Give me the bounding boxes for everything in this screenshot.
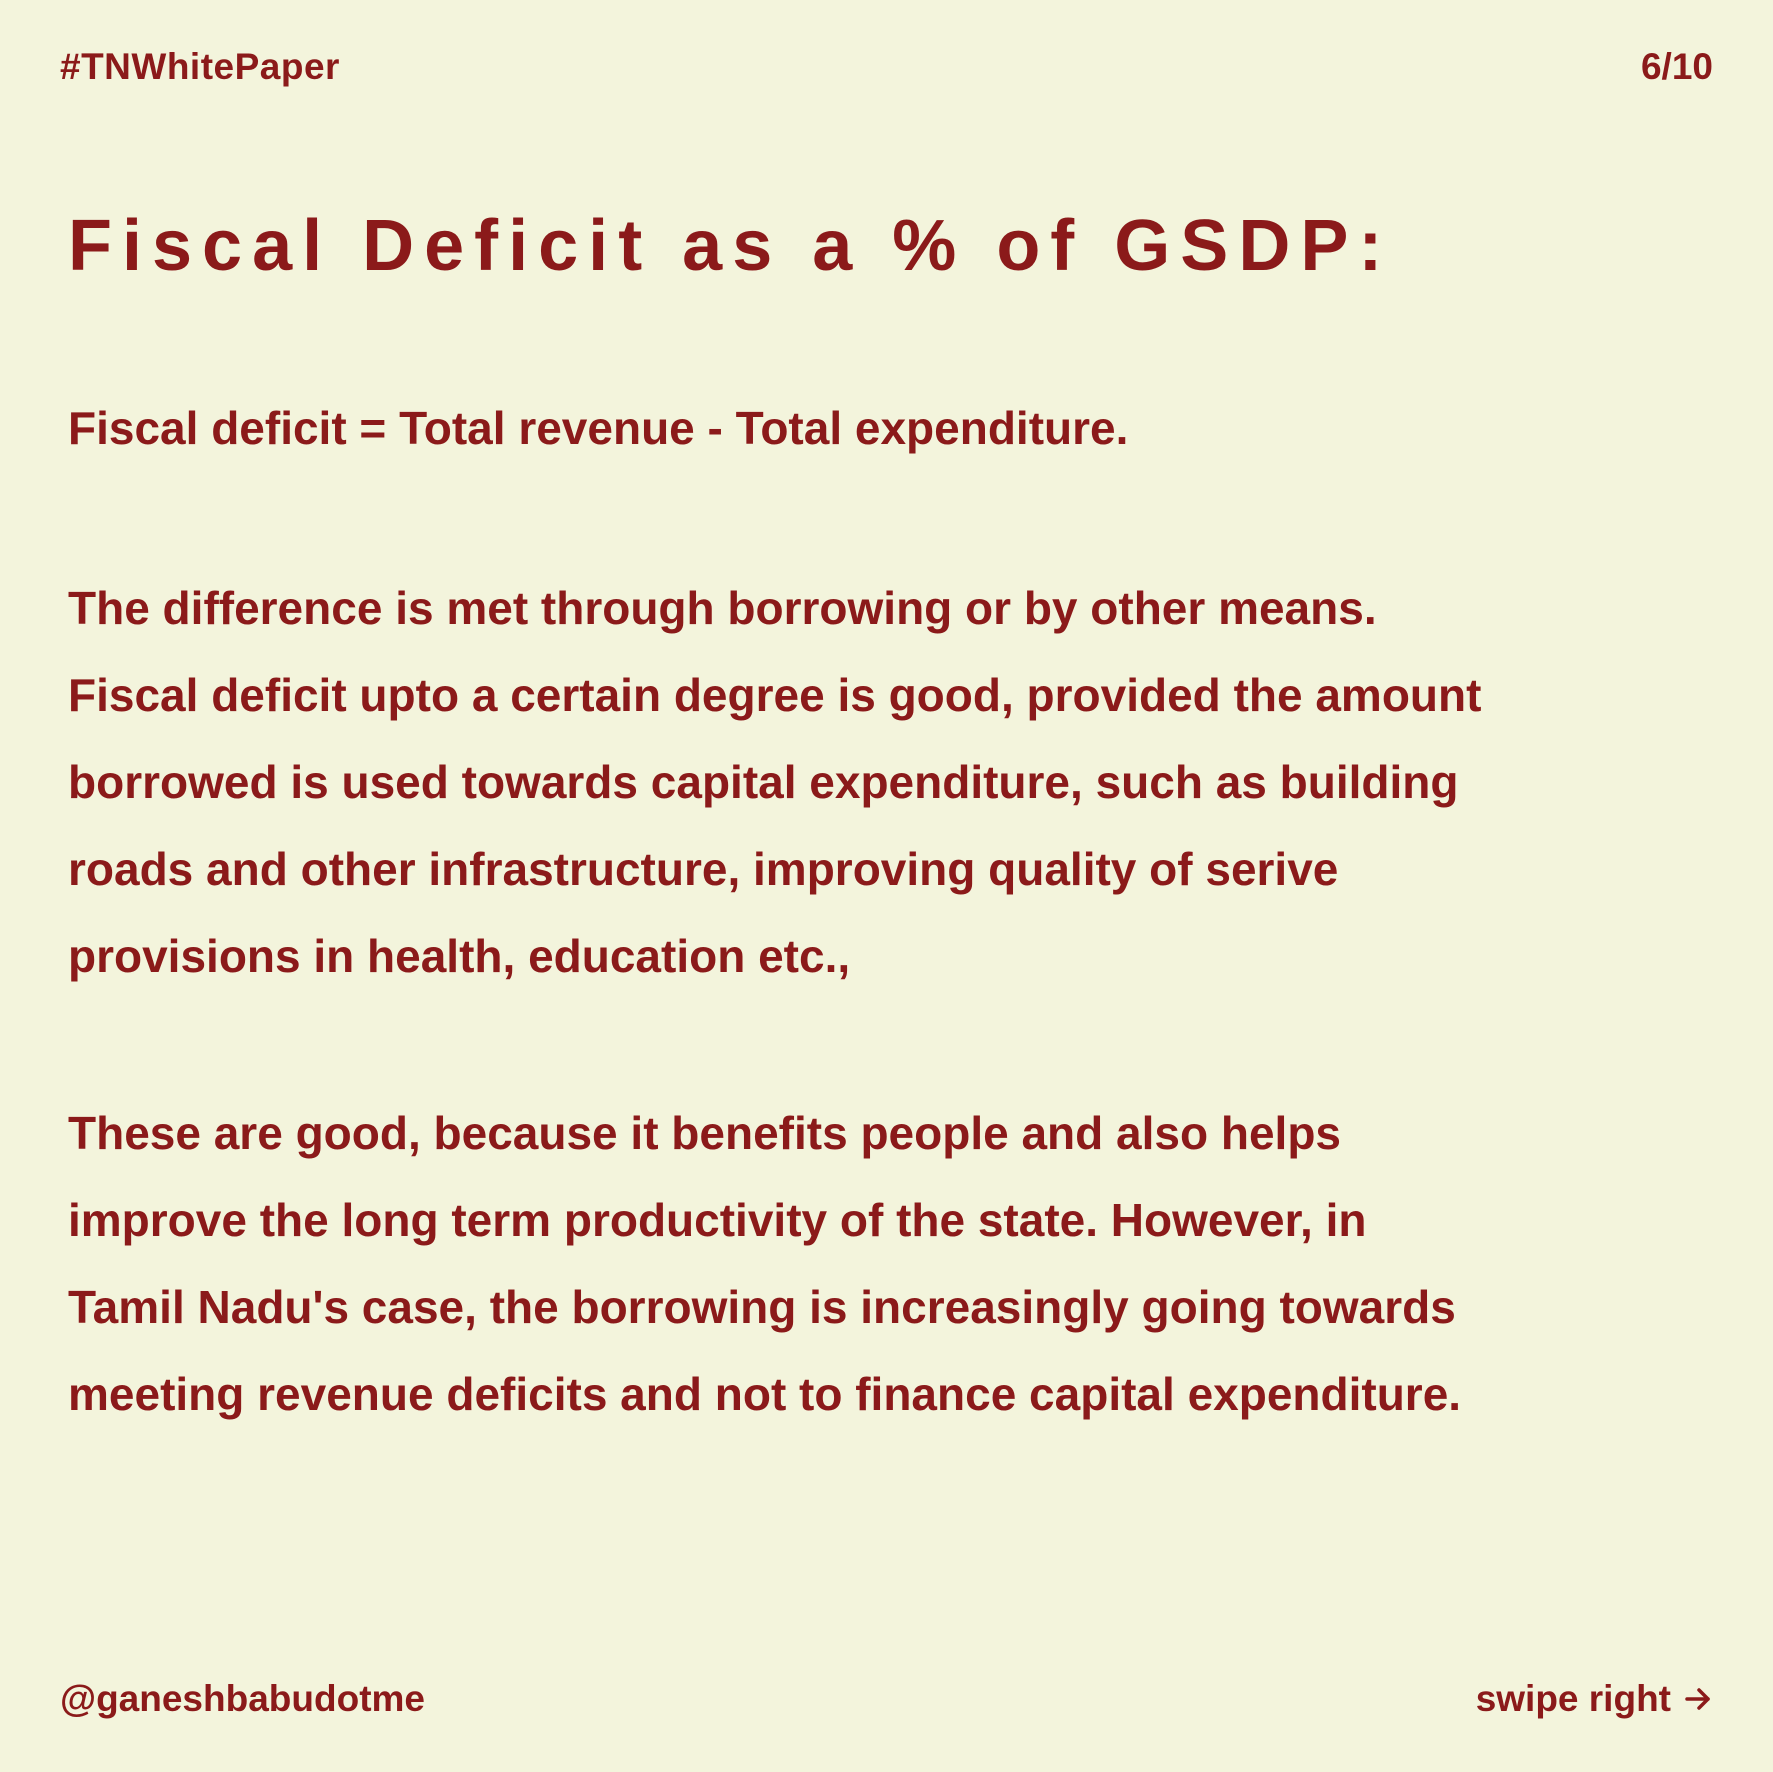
paragraph-line: roads and other infrastructure, improvin… — [68, 843, 1339, 895]
paragraph-line: The difference is met through borrowing … — [68, 582, 1377, 634]
paragraph-tamil-nadu: These are good, because it benefits peop… — [68, 1090, 1718, 1438]
paragraph-line: Tamil Nadu's case, the borrowing is incr… — [68, 1281, 1456, 1333]
paragraph-line: Fiscal deficit upto a certain degree is … — [68, 669, 1482, 721]
paragraph-line: borrowed is used towards capital expendi… — [68, 756, 1459, 808]
paragraph-line: provisions in health, education etc., — [68, 930, 851, 982]
formula-text: Fiscal deficit = Total revenue - Total e… — [68, 402, 1129, 454]
paragraph-borrowing: The difference is met through borrowing … — [68, 565, 1718, 1000]
page-title: Fiscal Deficit as a % of GSDP: — [68, 206, 1393, 286]
swipe-label: swipe right — [1475, 1678, 1671, 1719]
hashtag: #TNWhitePaper — [60, 46, 340, 87]
paragraph-line: meeting revenue deficits and not to fina… — [68, 1368, 1462, 1420]
author-handle: @ganeshbabudotme — [60, 1678, 425, 1719]
paragraph-line: These are good, because it benefits peop… — [68, 1107, 1341, 1159]
paragraph-line: improve the long term productivity of th… — [68, 1194, 1367, 1246]
page-counter: 6/10 — [1640, 46, 1713, 87]
arrow-right-icon — [1683, 1684, 1713, 1714]
swipe-right-hint[interactable]: swipe right — [1476, 1680, 1713, 1717]
